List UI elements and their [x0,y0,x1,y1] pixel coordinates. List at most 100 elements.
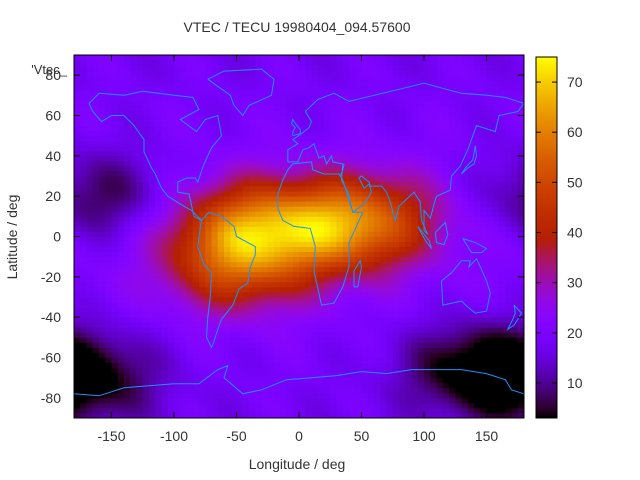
heatmap-cell [330,256,337,263]
heatmap-cell [211,256,219,263]
heatmap-cell [480,211,487,217]
heatmap-cell [149,291,156,298]
heatmap-cell [111,95,119,101]
heatmap-cell [261,246,269,253]
heatmap-cell [80,206,87,212]
heatmap-cell [224,317,231,323]
heatmap-cell [480,105,487,111]
heatmap-cell [374,357,381,363]
heatmap-cell [349,216,356,222]
heatmap-cell [349,332,356,338]
heatmap-cell [424,337,431,343]
heatmap-cell [92,231,100,237]
heatmap-cell [136,55,144,61]
heatmap-cell [399,221,406,227]
heatmap-cell [130,105,137,111]
heatmap-cell [317,261,325,268]
heatmap-cell [455,80,462,86]
heatmap-cell [205,392,212,399]
heatmap-cell [211,55,219,61]
heatmap-cell [311,382,319,389]
heatmap-cell [311,221,319,227]
heatmap-cell [236,266,244,273]
heatmap-cell [142,160,150,167]
heatmap-cell [224,211,231,217]
heatmap-cell [317,397,325,404]
heatmap-cell [136,357,144,363]
heatmap-cell [361,100,369,106]
heatmap-cell [249,125,256,132]
heatmap-cell [199,95,206,101]
heatmap-cell [224,140,231,147]
heatmap-cell [411,206,419,212]
heatmap-cell [374,307,381,313]
heatmap-cell [142,377,150,384]
heatmap-cell [424,312,431,318]
heatmap-cell [224,281,231,288]
heatmap-cell [399,236,406,242]
heatmap-cell [86,317,94,323]
heatmap-cell [492,241,500,247]
heatmap-cell [286,241,294,247]
heatmap-cell [324,85,331,91]
heatmap-cell [305,397,312,404]
heatmap-cell [224,95,231,101]
heatmap-cell [299,327,306,333]
heatmap-cell [324,261,331,268]
heatmap-cell [267,327,275,333]
heatmap-cell [499,266,506,273]
heatmap-cell [180,110,187,116]
heatmap-cell [492,231,500,237]
heatmap-cell [286,402,294,409]
heatmap-cell [305,186,312,192]
heatmap-cell [324,55,331,61]
heatmap-cell [342,226,350,232]
heatmap-cell [430,357,437,363]
heatmap-cell [230,291,237,298]
heatmap-cell [80,312,87,318]
heatmap-cell [374,120,381,126]
heatmap-cell [399,342,406,348]
heatmap-cell [424,85,431,91]
heatmap-cell [211,241,219,247]
heatmap-cell [142,412,150,419]
heatmap-cell [136,226,144,232]
heatmap-cell [242,186,250,192]
heatmap-cell [280,221,287,227]
heatmap-cell [105,221,112,227]
heatmap-cell [411,201,419,207]
heatmap-cell [217,407,225,414]
heatmap-cell [74,377,81,384]
heatmap-cell [186,407,194,414]
heatmap-cell [230,392,237,399]
heatmap-cell [224,256,231,263]
heatmap-cell [242,317,250,323]
heatmap-cell [286,191,294,197]
heatmap-cell [267,312,275,318]
heatmap-cell [280,155,287,162]
heatmap-cell [236,397,244,404]
heatmap-cell [136,261,144,268]
heatmap-cell [149,231,156,237]
heatmap-cell [311,201,319,207]
heatmap-cell [136,307,144,313]
heatmap-cell [224,312,231,318]
heatmap-cell [430,135,437,142]
heatmap-cell [430,176,437,182]
heatmap-cell [74,367,81,374]
heatmap-cell [86,387,94,394]
heatmap-cell [311,397,319,404]
heatmap-cell [99,251,106,258]
heatmap-cell [174,281,181,288]
heatmap-cell [124,246,131,253]
heatmap-cell [361,317,369,323]
heatmap-cell [417,191,425,197]
heatmap-cell [374,276,381,283]
heatmap-cell [405,256,412,263]
heatmap-cell [211,342,219,348]
heatmap-cell [486,221,494,227]
heatmap-cell [486,271,494,278]
heatmap-cell [380,297,387,303]
heatmap-cell [136,372,144,379]
heatmap-cell [499,337,506,343]
